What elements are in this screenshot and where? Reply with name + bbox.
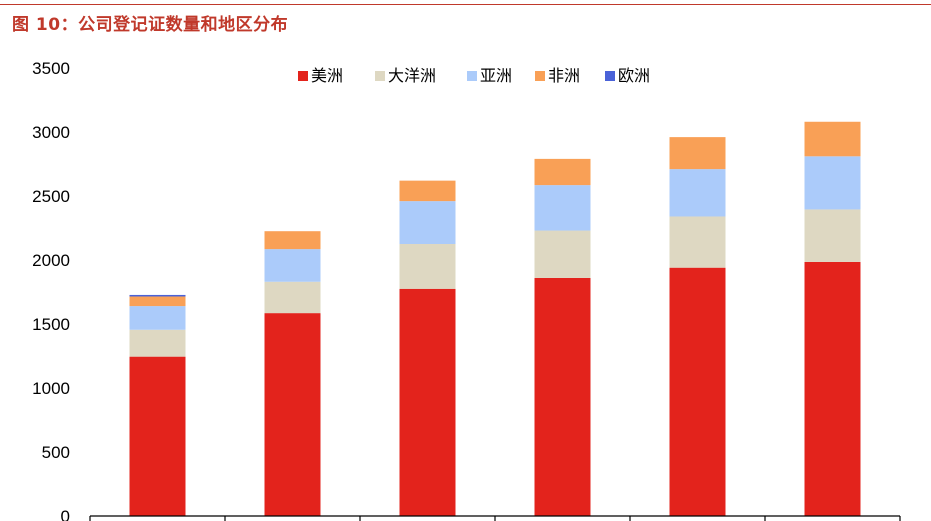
figure-title: 图 10：公司登记证数量和地区分布 — [12, 15, 289, 35]
legend-label: 美洲 — [311, 67, 343, 85]
bar-segment-亚洲 — [399, 201, 456, 244]
bar-segment-大洋洲 — [264, 281, 321, 314]
y-tick-label: 1000 — [32, 379, 70, 398]
y-tick-label: 3500 — [32, 59, 70, 78]
legend-swatch-大洋洲 — [375, 71, 385, 81]
bar-segment-美洲 — [804, 261, 861, 516]
legend-swatch-欧洲 — [605, 71, 615, 81]
legend-label: 非洲 — [548, 67, 580, 85]
bar-segment-大洋洲 — [129, 329, 186, 357]
bar-segment-非洲 — [264, 231, 321, 250]
bar-segment-美洲 — [669, 267, 726, 516]
bar-segment-美洲 — [264, 313, 321, 516]
y-tick-label: 0 — [61, 507, 70, 521]
bar-segment-非洲 — [804, 121, 861, 157]
bar-segment-非洲 — [669, 137, 726, 170]
bar-segment-大洋洲 — [804, 209, 861, 262]
bar-segment-美洲 — [534, 277, 591, 516]
bar-segment-非洲 — [129, 296, 186, 307]
y-tick-label: 2500 — [32, 187, 70, 206]
y-tick-label: 3000 — [32, 123, 70, 142]
bar-segment-非洲 — [399, 180, 456, 202]
bar-segment-欧洲 — [129, 294, 186, 297]
bar-segment-美洲 — [399, 288, 456, 516]
legend-label: 亚洲 — [480, 68, 512, 85]
legend-swatch-亚洲 — [467, 71, 477, 81]
legend-label: 欧洲 — [618, 67, 650, 85]
bar-segment-大洋洲 — [669, 216, 726, 268]
bar-segment-美洲 — [129, 356, 186, 516]
bar-segment-非洲 — [534, 158, 591, 186]
bar-segment-亚洲 — [669, 169, 726, 217]
title-rule — [0, 4, 931, 5]
legend-label: 大洋洲 — [388, 67, 436, 85]
bar-segment-亚洲 — [129, 306, 186, 330]
legend-swatch-非洲 — [535, 71, 545, 81]
bar-segment-亚洲 — [264, 249, 321, 282]
bar-segment-大洋洲 — [534, 230, 591, 278]
y-tick-label: 500 — [42, 443, 70, 462]
y-tick-label: 2000 — [32, 251, 70, 270]
legend-swatch-美洲 — [298, 71, 308, 81]
bar-segment-亚洲 — [804, 156, 861, 210]
y-tick-label: 1500 — [32, 315, 70, 334]
bar-segment-大洋洲 — [399, 244, 456, 289]
bar-segment-亚洲 — [534, 185, 591, 231]
